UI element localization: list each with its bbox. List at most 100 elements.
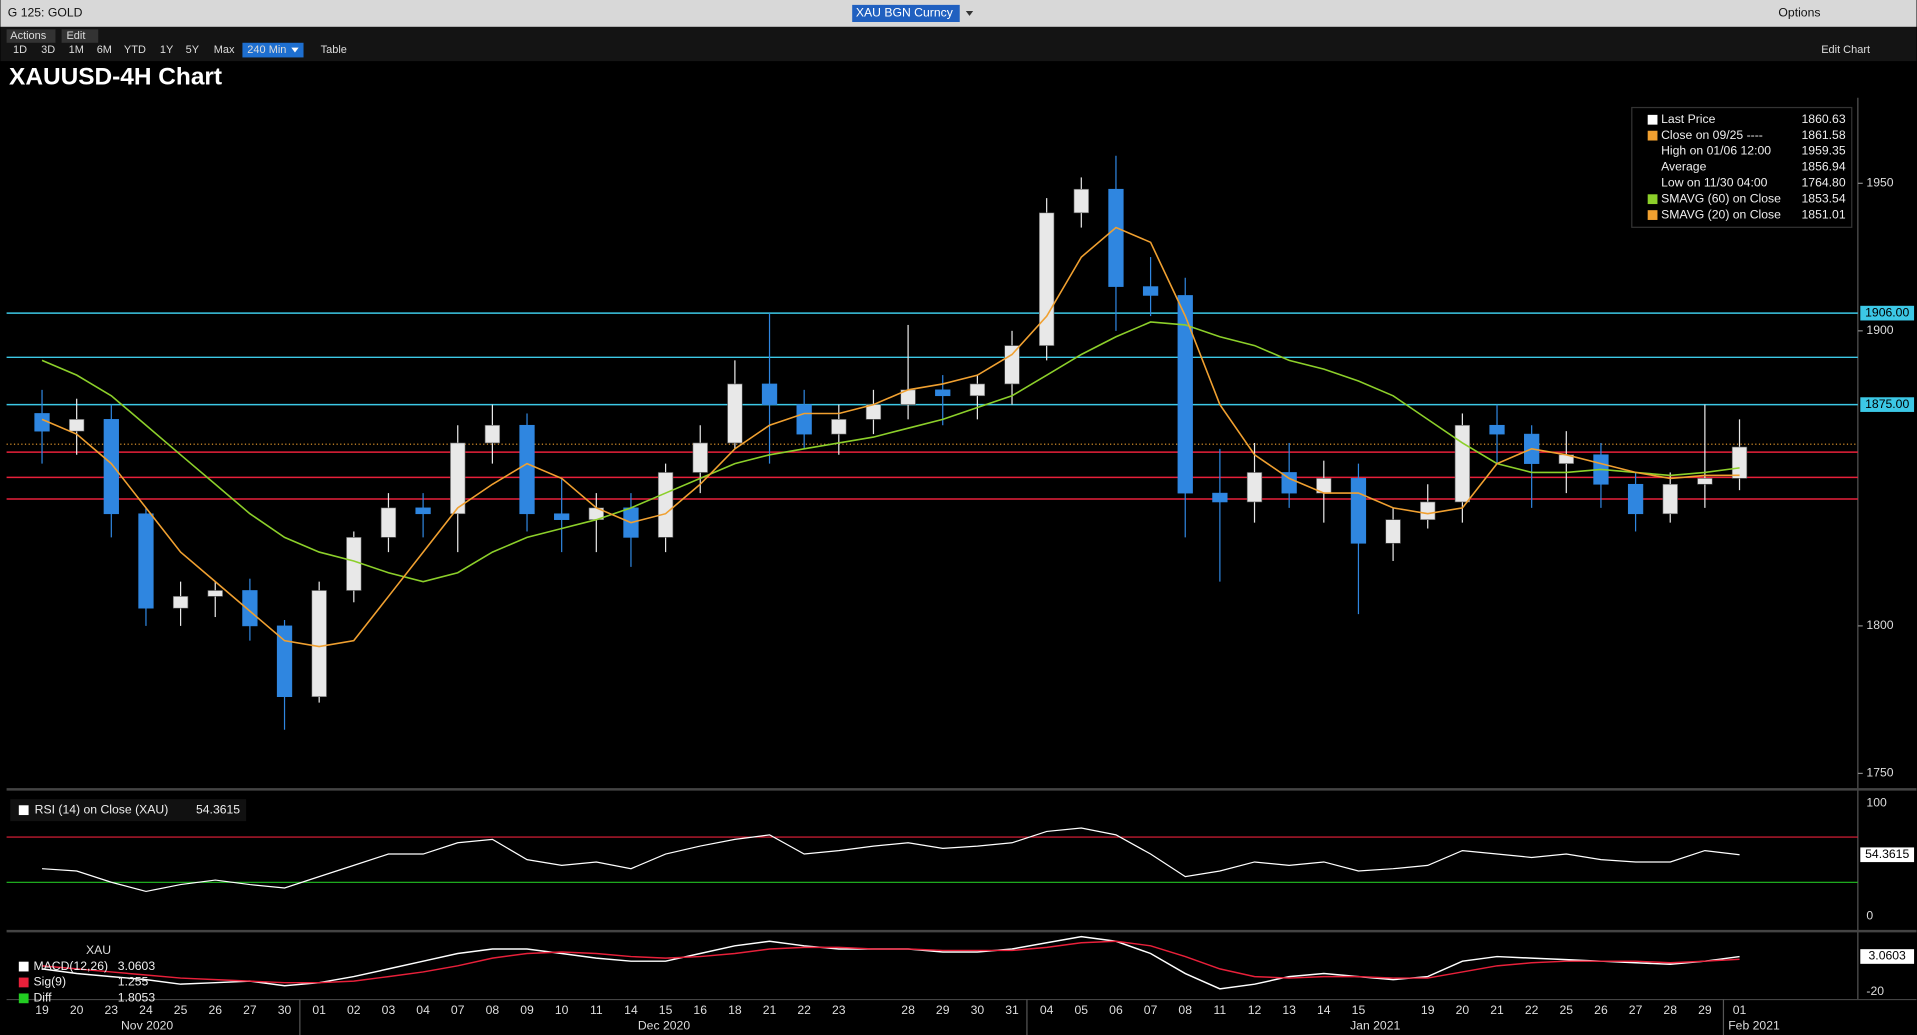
x-tick-label: 23 [105,1003,119,1017]
candle-body [346,537,362,591]
rsi-legend-box [10,799,247,822]
candle-body [519,424,535,515]
candle-body [865,404,882,420]
range-button[interactable]: 1Y [160,44,174,56]
range-dropdown-icon[interactable] [291,47,299,53]
x-tick-label: 04 [1040,1003,1054,1017]
edit-chart-button[interactable]: Edit Chart [1821,44,1870,56]
x-tick-label: 09 [520,1003,534,1017]
edit-text[interactable]: Edit [66,30,85,42]
range-button[interactable]: 6M [97,44,112,56]
ticker-text[interactable]: XAU BGN Curncy [856,6,954,20]
options-button[interactable]: Options [1778,6,1820,20]
legend-value: 1860.63 [1802,112,1846,126]
x-tick-label: 16 [693,1003,707,1017]
y-tick-label: 1950 [1866,176,1893,190]
legend-value: 1959.35 [1802,144,1846,158]
table-button[interactable]: Table [321,44,347,56]
range-button[interactable]: 1D [13,44,27,56]
x-tick-label: 27 [1629,1003,1643,1017]
value-tag [1860,397,1915,412]
x-tick-label: 19 [35,1003,49,1017]
rsi-line [41,827,1740,893]
legend-swatch [18,961,29,972]
macd-legend-value: 1.8053 [118,991,156,1005]
ticker-field[interactable] [852,4,960,22]
legend-label: Average [1661,160,1706,174]
value-tag [1860,305,1915,321]
candle-body [727,383,743,444]
legend-value: 1861.58 [1802,128,1846,142]
candle-body [172,596,189,609]
x-tick-label: 08 [486,1003,500,1017]
x-tick-label: 07 [1144,1003,1158,1017]
macd-title: XAU [86,943,111,957]
x-tick-label: 10 [555,1003,569,1017]
range-button[interactable]: 240 Min [247,44,286,56]
edit-menu[interactable] [61,29,99,43]
x-tick-label: 28 [1663,1003,1677,1017]
x-tick-label: 02 [347,1003,361,1017]
y-tick-label: -20 [1866,984,1884,998]
x-tick-label: 30 [971,1003,985,1017]
candle-body [831,419,847,435]
y-tick-label: 1800 [1866,618,1893,632]
candle-body [1281,472,1297,494]
candle-body [796,404,812,435]
range-button[interactable]: Max [214,44,235,56]
candle-body [761,383,778,405]
legend-swatch [18,805,29,816]
x-tick-label: 27 [243,1003,257,1017]
actions-text[interactable]: Actions [10,30,47,42]
candle-body [1350,478,1367,544]
macd-line [41,935,1740,990]
toolbar [0,26,1917,62]
legend-label: Close on 09/25 ---- [1661,128,1763,142]
candle-body [207,590,223,597]
candle-body [276,625,293,698]
range-button[interactable]: 3D [41,44,55,56]
x-tick-label: 15 [1352,1003,1366,1017]
x-tick-label: 08 [1178,1003,1192,1017]
legend-swatch [1647,114,1658,125]
x-tick-label: 20 [1456,1003,1470,1017]
x-tick-label: 29 [936,1003,950,1017]
range-button[interactable]: 5Y [186,44,200,56]
range-button[interactable]: YTD [124,44,146,56]
value-tag [1860,949,1915,964]
x-tick-label: 23 [832,1003,846,1017]
legend-swatch [1647,210,1658,220]
value-tag-text: 3.0603 [1869,949,1907,963]
x-tick-label: 21 [1490,1003,1504,1017]
candle-body [1246,472,1263,503]
legend-label: Low on 11/30 04:00 [1661,176,1768,190]
macd-legend-value: 3.0603 [118,959,156,973]
x-tick-label: 25 [1560,1003,1574,1017]
candle-body [1420,501,1436,520]
candle-body [138,513,154,609]
candle-body [1697,478,1713,485]
x-tick-label: 01 [312,1003,326,1017]
actions-menu[interactable] [6,29,56,43]
x-tick-label: 31 [1005,1003,1019,1017]
value-tag-text: 1906.00 [1865,305,1909,319]
legend-swatch [18,993,29,1004]
x-tick-label: 28 [901,1003,915,1017]
legend-label: Last Price [1661,112,1715,126]
x-tick-label: 14 [624,1003,638,1017]
legend-label: SMAVG (20) on Close [1661,207,1781,221]
range-button[interactable]: 1M [69,44,84,56]
legend-label: High on 01/06 12:00 [1661,144,1771,158]
macd-legend-label: MACD(12,26) [33,959,108,973]
candle-body [484,424,501,444]
x-tick-label: 24 [139,1003,153,1017]
candle-body [1039,212,1055,346]
candle-body [1731,446,1748,479]
range-highlight[interactable] [242,42,304,58]
candle-body [380,507,397,538]
candle-body [1385,519,1401,544]
value-tag-text: 54.3615 [1865,847,1909,861]
x-tick-label: 21 [763,1003,777,1017]
candle-body [1454,424,1471,503]
dropdown-icon[interactable] [965,10,974,16]
